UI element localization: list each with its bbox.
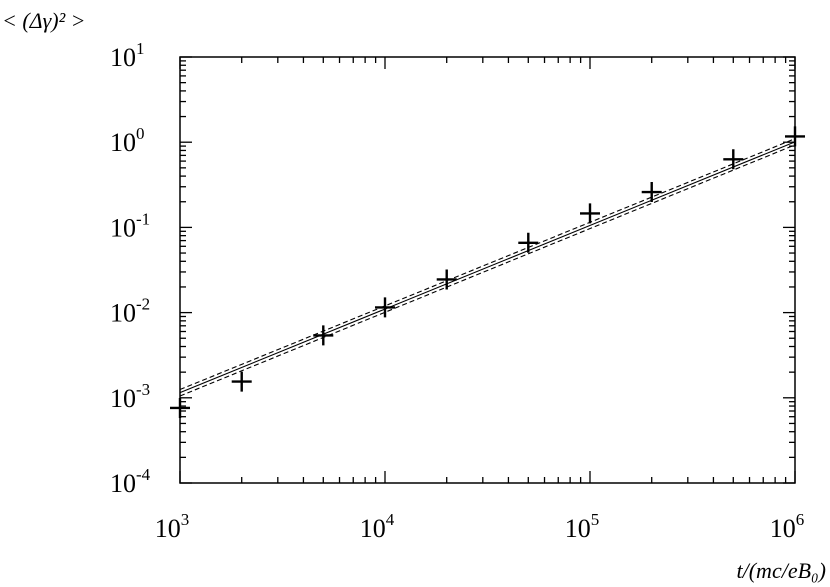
y-tick-label: 101 <box>110 39 145 72</box>
y-tick-exp: -4 <box>136 465 151 484</box>
x-tick-label: 104 <box>360 510 395 543</box>
data-point <box>785 126 805 147</box>
x-tick-exp: 3 <box>181 510 190 529</box>
y-tick-label: 100 <box>110 124 145 157</box>
y-axis-label: < (Δγ)² > <box>2 8 86 33</box>
y-tick-exp: 0 <box>136 124 145 143</box>
data-point <box>723 149 744 170</box>
y-tick-label: 10-3 <box>110 380 150 413</box>
fit-line <box>179 138 796 391</box>
x-tick-base: 10 <box>360 514 386 543</box>
x-tick-base: 10 <box>565 514 591 543</box>
y-tick-exp: 1 <box>136 39 145 58</box>
y-tick-label: 10-2 <box>110 295 150 328</box>
y-tick-base: 10 <box>110 213 136 242</box>
data-point <box>313 325 334 346</box>
data-point <box>231 371 252 392</box>
data-point <box>641 182 662 203</box>
y-tick-exp: -1 <box>136 209 150 228</box>
x-tick-label: 106 <box>770 510 805 543</box>
y-tick-base: 10 <box>110 469 136 498</box>
x-tick-exp: 5 <box>591 510 600 529</box>
data-point <box>170 397 190 418</box>
data-point <box>518 232 539 253</box>
fit-line <box>179 144 796 397</box>
x-tick-base: 10 <box>155 514 181 543</box>
y-tick-exp: -3 <box>136 380 150 399</box>
x-tick-exp: 6 <box>796 510 805 529</box>
data-point <box>436 269 457 290</box>
x-tick-label: 105 <box>565 510 600 543</box>
y-tick-exp: -2 <box>136 295 150 314</box>
y-tick-label: 10-4 <box>110 465 151 498</box>
y-tick-base: 10 <box>110 43 136 72</box>
y-tick-base: 10 <box>110 299 136 328</box>
y-tick-label: 10-1 <box>110 209 150 242</box>
data-point <box>375 297 395 318</box>
x-tick-base: 10 <box>770 514 796 543</box>
data-point <box>580 203 600 224</box>
x-axis-label: t/(mc/eB₀) <box>737 558 827 583</box>
y-tick-base: 10 <box>110 384 136 413</box>
plot-frame <box>179 56 796 484</box>
x-tick-label: 103 <box>155 510 190 543</box>
fit-line <box>179 141 796 394</box>
y-tick-base: 10 <box>110 128 136 157</box>
x-tick-exp: 4 <box>386 510 395 529</box>
